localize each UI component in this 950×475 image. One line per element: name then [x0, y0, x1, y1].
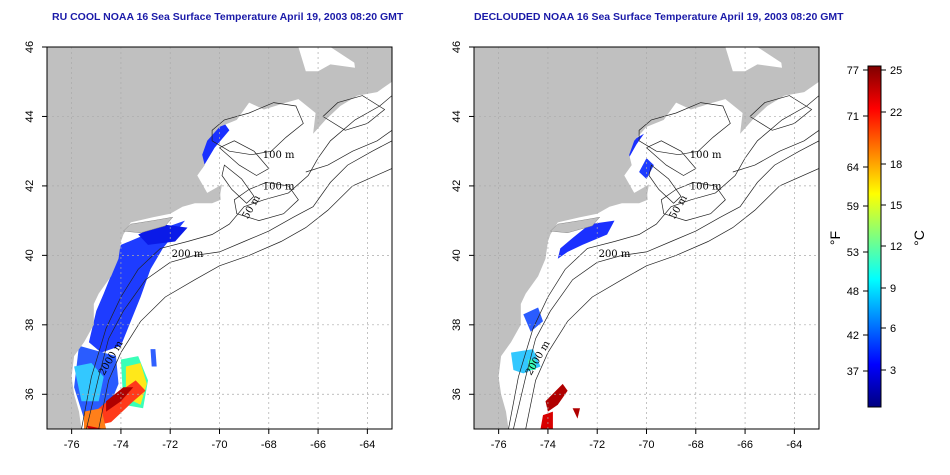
land-mass: [47, 47, 392, 429]
x-tick-label: -66: [310, 439, 326, 451]
isobath-line: [508, 95, 819, 429]
sst-patch: [150, 349, 157, 367]
land-mass: [757, 47, 819, 75]
y-tick-label: 46: [24, 41, 36, 53]
x-tick-label: -70: [639, 439, 655, 451]
x-tick-label: -74: [113, 439, 129, 451]
isobath-line: [221, 164, 255, 204]
celsius-label: °C: [911, 230, 927, 246]
y-tick-label: 42: [24, 180, 36, 192]
left-map-title: RU COOL NOAA 16 Sea Surface Temperature …: [52, 11, 404, 23]
sst-patch: [528, 359, 536, 370]
colorbar-c-label: 9: [890, 283, 896, 295]
y-tick-label: 36: [24, 388, 36, 400]
isobath-line: [638, 102, 731, 156]
isobath-line: [513, 140, 819, 429]
colorbar-f-label: 37: [847, 366, 859, 378]
y-tick-label: 44: [451, 110, 463, 122]
x-tick-label: -64: [786, 439, 802, 451]
colorbar-f-label: 53: [847, 247, 859, 259]
contour-label: 200 m: [599, 249, 631, 260]
sst-patch: [523, 307, 543, 332]
x-tick-label: -76: [491, 439, 507, 451]
isobath-line: [648, 164, 682, 204]
land-mass: [474, 47, 819, 429]
isobath-line: [732, 130, 819, 173]
contour-label: 100 m: [690, 181, 722, 192]
colorbar-c-label: 12: [890, 241, 902, 253]
contour-label: 100 m: [263, 150, 295, 161]
colorbar-c-label: 18: [890, 159, 902, 171]
long-island: [549, 216, 601, 234]
contour-label: 100 m: [263, 181, 295, 192]
y-tick-label: 46: [451, 41, 463, 53]
sst-patch: [545, 383, 568, 412]
x-tick-label: -66: [737, 439, 753, 451]
isobath-line: [322, 95, 386, 131]
y-tick-label: 42: [451, 180, 463, 192]
x-tick-label: -68: [261, 439, 277, 451]
contour-label: 200 m: [172, 249, 204, 260]
colorbar-f-label: 48: [847, 286, 859, 298]
colorbar-c-label: 3: [890, 365, 896, 377]
land-mass: [330, 47, 392, 75]
isobath-line: [749, 95, 813, 131]
sst-patch: [88, 220, 185, 353]
colorbar-f-label: 77: [847, 65, 859, 77]
x-tick-label: -68: [688, 439, 704, 451]
fahrenheit-label: °F: [827, 231, 843, 245]
y-tick-label: 36: [451, 388, 463, 400]
colorbar-gradient: [867, 65, 882, 408]
x-tick-label: -64: [359, 439, 375, 451]
sst-patch: [557, 220, 615, 259]
y-tick-label: 40: [24, 249, 36, 261]
isobath-line: [81, 95, 392, 429]
colorbar-f-label: 59: [847, 201, 859, 213]
x-tick-label: -72: [589, 439, 605, 451]
sst-patch: [572, 408, 580, 419]
x-tick-label: -72: [162, 439, 178, 451]
y-tick-label: 40: [451, 249, 463, 261]
y-tick-label: 38: [451, 319, 463, 331]
contour-label: 100 m: [690, 150, 722, 161]
sst-patch: [84, 408, 107, 429]
isobath-line: [211, 102, 304, 156]
x-tick-label: -74: [540, 439, 556, 451]
isobath-line: [305, 130, 392, 173]
isobath-line: [86, 140, 392, 429]
colorbar-c-label: 25: [890, 65, 902, 77]
x-tick-label: -76: [64, 439, 80, 451]
colorbar-f-label: 64: [847, 162, 859, 174]
sst-patch: [540, 411, 553, 429]
right-map-title: DECLOUDED NOAA 16 Sea Surface Temperatur…: [474, 11, 844, 23]
cape-cod: [205, 184, 222, 202]
colorbar-c-label: 15: [890, 200, 902, 212]
sst-patch: [106, 387, 134, 412]
colorbar-c-label: 22: [890, 107, 902, 119]
y-tick-label: 44: [24, 110, 36, 122]
colorbar-f-label: 42: [847, 330, 859, 342]
long-island: [122, 216, 174, 234]
y-tick-label: 38: [24, 319, 36, 331]
sst-patch: [86, 425, 107, 429]
sst-patch: [197, 119, 230, 169]
x-tick-label: -70: [212, 439, 228, 451]
sst-patch: [74, 363, 104, 402]
colorbar-f-label: 71: [847, 111, 859, 123]
cape-cod: [632, 184, 649, 202]
temperature-colorbar: 77 71 64 59 53 48 42 37 25 22 18 15 12 9 6 3 °F °C: [827, 65, 927, 408]
colorbar-c-label: 6: [890, 323, 896, 335]
